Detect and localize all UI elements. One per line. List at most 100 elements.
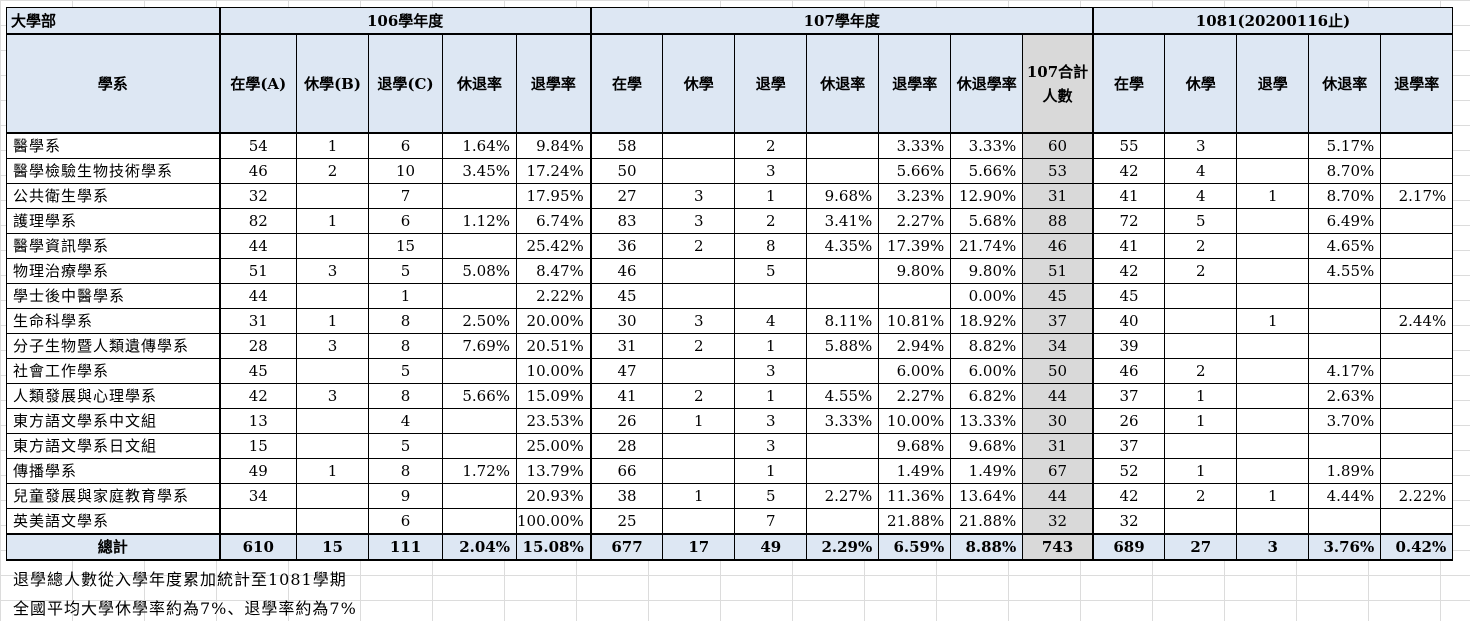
cell-107-2[interactable]: 3	[734, 358, 808, 384]
cell-1081-0[interactable]: 55	[1091, 132, 1166, 159]
cell-1081-3[interactable]: 5.17%	[1308, 132, 1382, 159]
cell-1081-1[interactable]	[1164, 433, 1238, 459]
cell-107-0[interactable]: 26	[589, 408, 664, 434]
dept-name-cell[interactable]: 傳播學系	[6, 458, 220, 484]
cell-106-4[interactable]: 13.79%	[515, 458, 592, 484]
cell-1081-0[interactable]: 42	[1091, 483, 1166, 509]
cell-107-4[interactable]: 5.66%	[878, 158, 952, 184]
col-header-1081-0[interactable]: 在學	[1091, 33, 1166, 134]
corner-label[interactable]: 大學部	[6, 7, 220, 35]
col-header-106-2[interactable]: 退學(C)	[368, 33, 443, 134]
cell-106-0[interactable]: 31	[218, 308, 297, 334]
cell-107-total[interactable]: 31	[1022, 183, 1094, 209]
cell-107-3[interactable]: 2.27%	[806, 483, 880, 509]
cell-1081-1[interactable]: 2	[1164, 258, 1238, 284]
cell-1081-4[interactable]	[1380, 508, 1454, 535]
dept-name-cell[interactable]: 分子生物暨人類遺傳學系	[6, 333, 220, 359]
cell-1081-2[interactable]	[1236, 283, 1310, 309]
cell-107-4[interactable]: 9.80%	[878, 258, 952, 284]
cell-107-3[interactable]: 4.35%	[806, 233, 880, 259]
cell-107-1[interactable]: 2	[662, 333, 736, 359]
cell-1081-2[interactable]	[1236, 508, 1310, 535]
cell-107-5[interactable]: 18.92%	[950, 308, 1024, 334]
cell-1081-4[interactable]: 2.44%	[1380, 308, 1454, 334]
cell-1081-0[interactable]: 39	[1091, 333, 1166, 359]
cell-1081-2[interactable]: 1	[1236, 183, 1310, 209]
cell-107-1[interactable]	[662, 258, 736, 284]
cell-106-1[interactable]: 1	[296, 308, 369, 334]
cell-1081-2[interactable]	[1236, 258, 1310, 284]
cell-107-total[interactable]: 31	[1022, 433, 1094, 459]
cell-1081-3[interactable]: 3.70%	[1308, 408, 1382, 434]
cell-1081-0[interactable]: 52	[1091, 458, 1166, 484]
cell-1081-3[interactable]: 4.65%	[1308, 233, 1382, 259]
cell-1081-2[interactable]	[1236, 158, 1310, 184]
cell-106-4[interactable]: 2.22%	[515, 283, 592, 309]
cell-107-5[interactable]: 9.80%	[950, 258, 1024, 284]
cell-1081-4[interactable]	[1380, 158, 1454, 184]
cell-107-1[interactable]: 3	[662, 208, 736, 234]
cell-1081-3[interactable]: 8.70%	[1308, 183, 1382, 209]
cell-107-0[interactable]: 28	[589, 433, 664, 459]
cell-106-2[interactable]: 6	[368, 508, 443, 535]
cell-106-3[interactable]	[442, 483, 517, 509]
cell-107-total[interactable]: 60	[1022, 132, 1094, 159]
cell-106-3[interactable]: 1.72%	[442, 458, 517, 484]
cell-107-4[interactable]: 11.36%	[878, 483, 952, 509]
dept-name-cell[interactable]: 英美語文學系	[6, 508, 220, 535]
cell-107-0[interactable]: 25	[589, 508, 664, 535]
cell-1081-4[interactable]: 0.42%	[1380, 533, 1454, 561]
col-header-106-1[interactable]: 休學(B)	[296, 33, 369, 134]
cell-1081-3[interactable]: 4.17%	[1308, 358, 1382, 384]
cell-106-0[interactable]	[218, 508, 297, 535]
cell-107-5[interactable]: 3.33%	[950, 132, 1024, 159]
cell-107-3[interactable]	[806, 132, 880, 159]
cell-1081-2[interactable]	[1236, 358, 1310, 384]
cell-107-0[interactable]: 36	[589, 233, 664, 259]
cell-106-2[interactable]: 9	[368, 483, 443, 509]
total-label[interactable]: 總計	[6, 533, 220, 561]
cell-107-0[interactable]: 45	[589, 283, 664, 309]
cell-106-4[interactable]: 15.09%	[515, 383, 592, 409]
cell-106-1[interactable]	[296, 433, 369, 459]
cell-106-2[interactable]: 8	[368, 308, 443, 334]
dept-name-cell[interactable]: 東方語文學系日文組	[6, 433, 220, 459]
dept-name-cell[interactable]: 兒童發展與家庭教育學系	[6, 483, 220, 509]
cell-1081-1[interactable]: 2	[1164, 358, 1238, 384]
cell-106-3[interactable]	[442, 183, 517, 209]
cell-107-3[interactable]	[806, 358, 880, 384]
cell-107-total[interactable]: 50	[1022, 358, 1094, 384]
cell-107-5[interactable]: 0.00%	[950, 283, 1024, 309]
cell-1081-4[interactable]	[1380, 333, 1454, 359]
cell-106-0[interactable]: 34	[218, 483, 297, 509]
dept-name-cell[interactable]: 護理學系	[6, 208, 220, 234]
cell-107-2[interactable]: 2	[734, 132, 808, 159]
cell-106-4[interactable]: 6.74%	[515, 208, 592, 234]
cell-107-2[interactable]: 1	[734, 458, 808, 484]
cell-107-0[interactable]: 50	[589, 158, 664, 184]
cell-107-2[interactable]: 1	[734, 183, 808, 209]
col-header-107-2[interactable]: 退學	[734, 33, 808, 134]
cell-106-3[interactable]	[442, 408, 517, 434]
dept-name-cell[interactable]: 學士後中醫學系	[6, 283, 220, 309]
cell-1081-4[interactable]	[1380, 458, 1454, 484]
cell-107-4[interactable]: 3.23%	[878, 183, 952, 209]
cell-107-1[interactable]: 17	[662, 533, 736, 561]
cell-1081-1[interactable]: 5	[1164, 208, 1238, 234]
cell-106-1[interactable]	[296, 408, 369, 434]
cell-106-2[interactable]: 8	[368, 333, 443, 359]
dept-name-cell[interactable]: 醫學系	[6, 132, 220, 159]
cell-107-0[interactable]: 66	[589, 458, 664, 484]
cell-106-4[interactable]: 100.00%	[515, 508, 592, 535]
cell-107-3[interactable]: 9.68%	[806, 183, 880, 209]
cell-107-3[interactable]: 4.55%	[806, 383, 880, 409]
cell-107-2[interactable]: 2	[734, 208, 808, 234]
cell-1081-1[interactable]: 4	[1164, 183, 1238, 209]
cell-1081-2[interactable]	[1236, 408, 1310, 434]
cell-1081-4[interactable]	[1380, 383, 1454, 409]
cell-1081-2[interactable]: 3	[1236, 533, 1310, 561]
cell-107-4[interactable]: 9.68%	[878, 433, 952, 459]
cell-106-4[interactable]: 10.00%	[515, 358, 592, 384]
cell-107-3[interactable]	[806, 158, 880, 184]
cell-1081-2[interactable]	[1236, 333, 1310, 359]
